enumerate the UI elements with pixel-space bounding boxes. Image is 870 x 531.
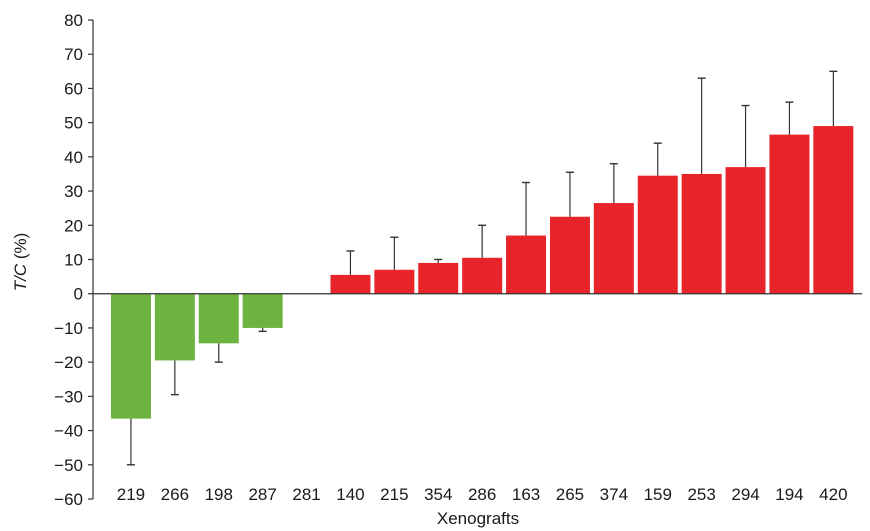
category-label-294: 294 (731, 485, 759, 504)
bars-layer (110, 126, 854, 419)
y-tick-label: 40 (64, 148, 83, 167)
category-label-140: 140 (336, 485, 364, 504)
category-label-198: 198 (205, 485, 233, 504)
bar-287 (242, 293, 283, 328)
bar-159 (637, 175, 678, 294)
bar-198 (198, 293, 239, 344)
bar-420 (813, 126, 854, 294)
y-tick-label: −50 (54, 456, 83, 475)
bar-140 (330, 274, 371, 294)
bar-265 (549, 216, 590, 294)
bar-215 (374, 269, 415, 294)
category-label-194: 194 (775, 485, 803, 504)
category-label-219: 219 (117, 485, 145, 504)
category-label-374: 374 (600, 485, 628, 504)
category-label-420: 420 (819, 485, 847, 504)
category-label-265: 265 (556, 485, 584, 504)
category-label-215: 215 (380, 485, 408, 504)
y-tick-label: 20 (64, 216, 83, 235)
error-bars-layer (126, 70, 838, 466)
category-label-354: 354 (424, 485, 452, 504)
category-label-286: 286 (468, 485, 496, 504)
y-tick-label: 10 (64, 251, 83, 270)
bar-374 (593, 203, 634, 294)
y-tick-labels: 80 70 60 50 40 30 20 10 0 −10 −20 −30 −40 −50 −60 (54, 11, 83, 509)
bar-163 (506, 235, 547, 294)
y-tick-label: −30 (54, 387, 83, 406)
y-axis-title-italic: T/C (11, 263, 30, 291)
bar-294 (725, 167, 766, 294)
bar-219 (110, 293, 151, 419)
y-tick-label: 30 (64, 182, 83, 201)
category-label-281: 281 (292, 485, 320, 504)
y-axis (88, 19, 862, 500)
category-label-287: 287 (248, 485, 276, 504)
x-category-labels: 219 266 198 287 281 140 215 354 286 163 265 374 159 2… (117, 485, 848, 504)
category-label-266: 266 (161, 485, 189, 504)
category-label-159: 159 (644, 485, 672, 504)
y-axis-title-rest: (%) (11, 233, 30, 264)
y-tick-label: 80 (64, 11, 83, 30)
category-label-163: 163 (512, 485, 540, 504)
y-tick-label: −40 (54, 422, 83, 441)
y-tick-label: 60 (64, 79, 83, 98)
y-tick-label: 50 (64, 114, 83, 133)
y-tick-label: −20 (54, 353, 83, 372)
y-axis-title: T/C (%) (11, 233, 30, 292)
bar-194 (769, 134, 810, 294)
x-axis-title: Xenografts (437, 509, 519, 528)
bar-266 (154, 293, 195, 361)
category-label-253: 253 (687, 485, 715, 504)
bar-253 (681, 173, 722, 294)
y-tick-label: 70 (64, 45, 83, 64)
bar-354 (418, 262, 459, 294)
y-tick-label: −10 (54, 319, 83, 338)
y-tick-label: −60 (54, 490, 83, 509)
bar-286 (462, 257, 503, 294)
y-tick-label: 0 (74, 285, 83, 304)
